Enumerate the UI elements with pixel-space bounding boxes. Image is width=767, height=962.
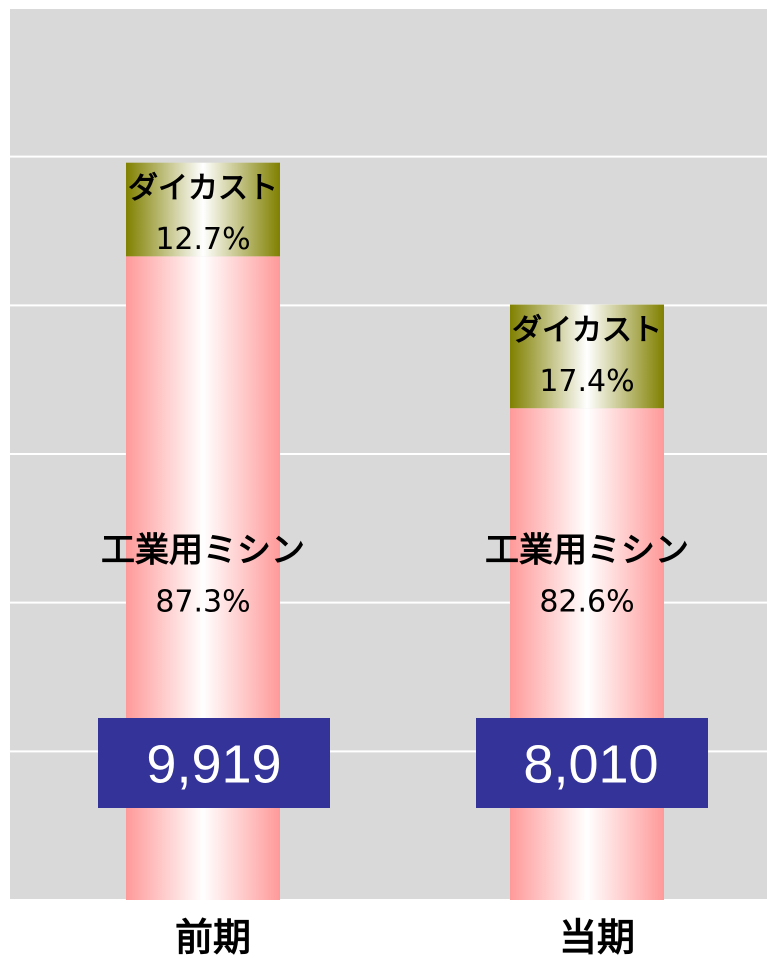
segment-label: 12.7% bbox=[155, 222, 250, 257]
x-tick-label: 前期 bbox=[175, 916, 251, 960]
bar-segment bbox=[510, 408, 664, 900]
segment-label: 17.4% bbox=[539, 364, 634, 399]
segment-name: 工業用ミシン bbox=[101, 531, 305, 571]
segment-label: 87.3% bbox=[155, 585, 250, 620]
total-label: 8,010 bbox=[523, 734, 658, 794]
total-box bbox=[476, 718, 708, 808]
segment-name: 工業用ミシン bbox=[485, 531, 689, 571]
segment-label: 82.6% bbox=[539, 585, 634, 620]
bar-segment bbox=[126, 162, 280, 257]
segment-name: ダイカスト bbox=[512, 313, 662, 348]
segment-name: ダイカスト bbox=[128, 171, 278, 206]
total-box bbox=[98, 718, 330, 808]
total-label: 9,919 bbox=[146, 734, 281, 794]
bar-segment bbox=[510, 304, 664, 409]
x-tick-label: 当期 bbox=[559, 916, 635, 960]
